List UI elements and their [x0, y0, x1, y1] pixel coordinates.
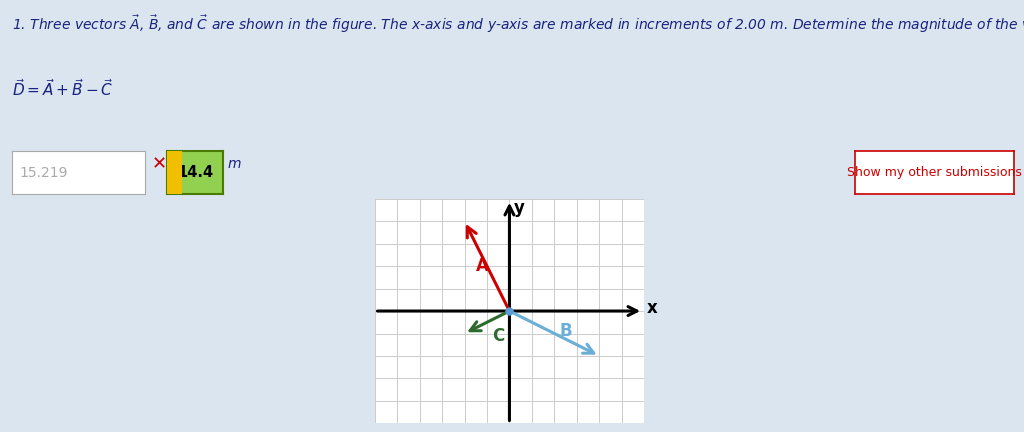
Text: 1. Three vectors $\vec{A}$, $\vec{B}$, and $\vec{C}$ are shown in the figure. Th: 1. Three vectors $\vec{A}$, $\vec{B}$, a… [12, 13, 1024, 35]
Text: C: C [493, 327, 505, 345]
Text: m: m [227, 157, 241, 171]
Text: B: B [559, 322, 572, 340]
Text: A: A [476, 257, 488, 275]
Text: x: x [646, 299, 657, 317]
Text: y: y [514, 199, 525, 217]
Text: ✕: ✕ [152, 155, 167, 173]
Text: $\vec{D} = \vec{A} + \vec{B} - \vec{C}$: $\vec{D} = \vec{A} + \vec{B} - \vec{C}$ [12, 78, 114, 99]
Text: Show my other submissions: Show my other submissions [847, 166, 1022, 179]
Text: 14.4: 14.4 [177, 165, 213, 180]
Text: 15.219: 15.219 [19, 166, 68, 180]
